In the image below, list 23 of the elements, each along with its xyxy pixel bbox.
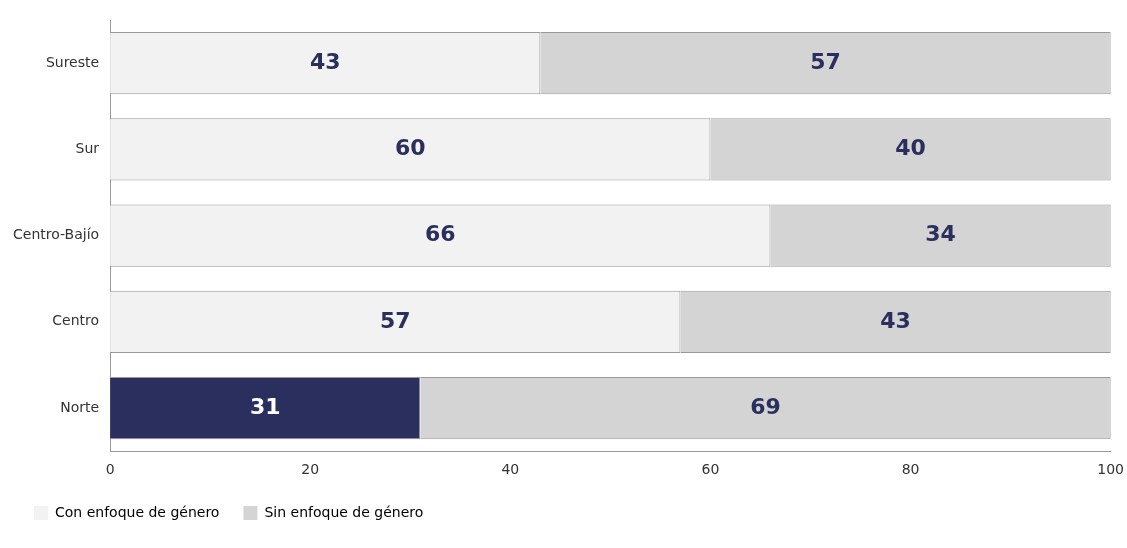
y-tick-label: Centro-Bajío [13,226,100,243]
x-tick-label: 80 [901,461,920,478]
x-tick-label: 20 [301,461,320,478]
legend-label: Con enfoque de género [55,503,220,520]
data-label: 60 [394,135,426,161]
data-label: 31 [249,393,281,419]
data-label: 40 [895,135,926,161]
x-tick-label: 100 [1097,461,1125,478]
y-tick-label: Sur [75,140,100,156]
x-tick-label: 60 [701,461,720,478]
y-tick-label: Sureste [45,53,100,70]
data-label: 66 [424,221,456,247]
data-label: 69 [750,393,781,419]
y-tick-label: Norte [60,398,100,415]
y-tick-label: Centro [52,312,100,329]
x-tick-label: 40 [501,461,520,478]
data-label: 34 [925,221,956,247]
data-label: 57 [810,48,841,74]
data-label: 43 [880,307,911,333]
legend-label: Sin enfoque de género [264,503,424,520]
data-label: 57 [379,307,411,333]
x-tick-label: 0 [105,461,115,478]
data-label: 43 [309,48,341,74]
